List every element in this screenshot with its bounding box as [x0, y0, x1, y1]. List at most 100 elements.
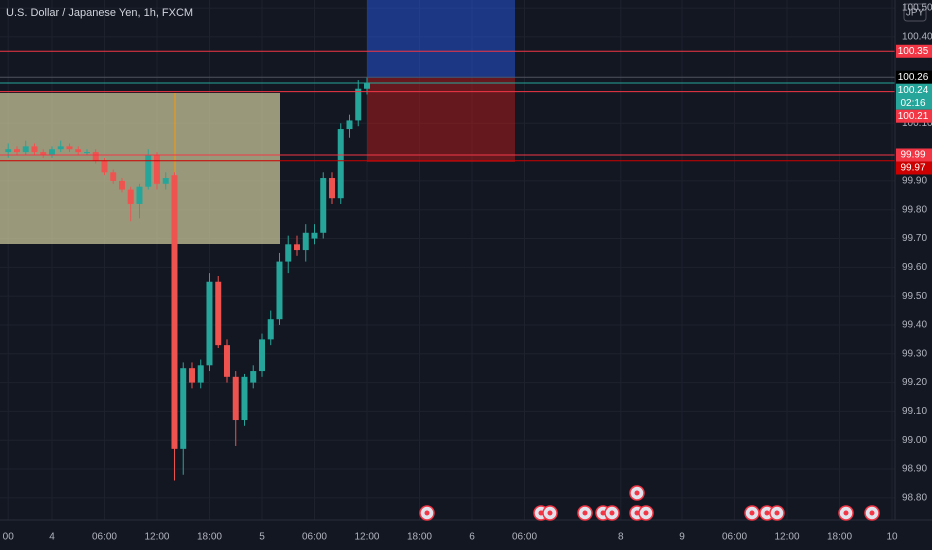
candle-body	[13, 149, 20, 153]
price-tag-label: 100.35	[898, 46, 929, 57]
price-tag-label: 99.99	[900, 150, 925, 161]
x-tick-label: 06:00	[92, 532, 117, 543]
x-tick-label: 10	[886, 532, 898, 543]
x-tick-label: 9	[679, 532, 685, 543]
candle-body	[57, 146, 64, 150]
y-tick-label: 100.40	[902, 32, 932, 43]
range-zone	[0, 93, 280, 244]
candle-body	[232, 376, 239, 421]
candle-body	[250, 371, 257, 383]
x-tick-label: 4	[49, 532, 55, 543]
candle-body	[180, 368, 187, 449]
price-tag-label: 99.97	[900, 163, 925, 174]
y-tick-label: 99.20	[902, 377, 927, 388]
candle-body	[22, 146, 29, 153]
y-tick-label: 98.90	[902, 464, 927, 475]
y-tick-label: 99.10	[902, 406, 927, 417]
countdown-label: 02:16	[900, 98, 925, 109]
event-icon-dot	[869, 510, 875, 516]
target-zone	[367, 0, 515, 78]
y-tick-label: 99.00	[902, 435, 927, 446]
candle-body	[127, 189, 134, 204]
event-icon-dot	[764, 510, 770, 516]
y-tick-label: 99.60	[902, 262, 927, 273]
x-tick-label: 18:00	[827, 532, 852, 543]
candle-body	[223, 345, 230, 377]
price-tag	[896, 109, 932, 123]
candle-body	[206, 281, 213, 366]
x-tick-label: 06:00	[302, 532, 327, 543]
candle-body	[215, 281, 222, 346]
price-tag	[896, 83, 932, 110]
price-tag	[896, 161, 932, 175]
candle-body	[258, 339, 265, 372]
candle-body	[92, 152, 99, 161]
candle-body	[346, 120, 353, 130]
candle-body	[267, 319, 274, 340]
x-tick-label: 8	[618, 532, 624, 543]
candle-body	[31, 146, 38, 153]
candle-body	[337, 129, 344, 199]
candle-body	[75, 149, 82, 153]
candle-body	[66, 146, 73, 150]
candle-body	[101, 160, 108, 173]
candle-body	[83, 152, 90, 154]
y-tick-label: 99.70	[902, 233, 927, 244]
stop-zone	[367, 78, 515, 162]
candle-body	[188, 368, 195, 383]
candle-body	[5, 149, 12, 153]
y-tick-label: 100.50	[902, 3, 932, 14]
x-tick-label: 12:00	[354, 532, 379, 543]
event-icon-dot	[749, 510, 755, 516]
event-icon-dot	[634, 510, 640, 516]
y-tick-label: 99.40	[902, 320, 927, 331]
x-tick-label: 06:00	[512, 532, 537, 543]
event-icon-dot	[643, 510, 649, 516]
chart-title: U.S. Dollar / Japanese Yen, 1h, FXCM	[6, 7, 193, 19]
event-icon-dot	[582, 510, 588, 516]
y-tick-label: 99.90	[902, 176, 927, 187]
candle-body	[118, 180, 125, 190]
event-icon-dot	[843, 510, 849, 516]
price-tag-label: 100.26	[898, 72, 929, 83]
candle-body	[241, 376, 248, 421]
event-icon-dot	[600, 510, 606, 516]
x-tick-label: 5	[259, 532, 265, 543]
candle-body	[311, 232, 318, 239]
event-icon-dot	[634, 490, 640, 496]
event-icon-dot	[609, 510, 615, 516]
candle-body	[276, 261, 283, 320]
candle-body	[302, 232, 309, 251]
x-tick-label: 18:00	[197, 532, 222, 543]
event-icon-dot	[424, 510, 430, 516]
candle-body	[40, 152, 47, 155]
y-tick-label: 100.10	[902, 118, 932, 129]
x-tick-label: 06:00	[722, 532, 747, 543]
candle-body	[48, 149, 55, 155]
price-tag	[896, 148, 932, 162]
candle-body	[162, 178, 169, 184]
y-tick-label: 99.50	[902, 291, 927, 302]
candle-body	[136, 186, 143, 204]
y-tick-label: 99.80	[902, 204, 927, 215]
event-icon-dot	[538, 510, 544, 516]
candle-body	[197, 365, 204, 383]
price-tag-label: 100.24	[898, 85, 929, 96]
price-tag	[896, 44, 932, 58]
candle-body	[145, 154, 152, 187]
x-tick-label: 18:00	[407, 532, 432, 543]
x-tick-label: 6	[469, 532, 475, 543]
currency-badge[interactable]	[903, 3, 927, 22]
candle-body	[153, 154, 160, 184]
candle-body	[363, 82, 370, 89]
candle-body	[355, 88, 362, 121]
candle-body	[328, 178, 335, 199]
x-tick-label: 12:00	[775, 532, 800, 543]
y-tick-label: 98.80	[902, 492, 927, 503]
candle-body	[320, 178, 327, 233]
y-tick-label: 99.30	[902, 348, 927, 359]
event-icon-dot	[774, 510, 780, 516]
currency-label: JPY	[906, 8, 925, 19]
